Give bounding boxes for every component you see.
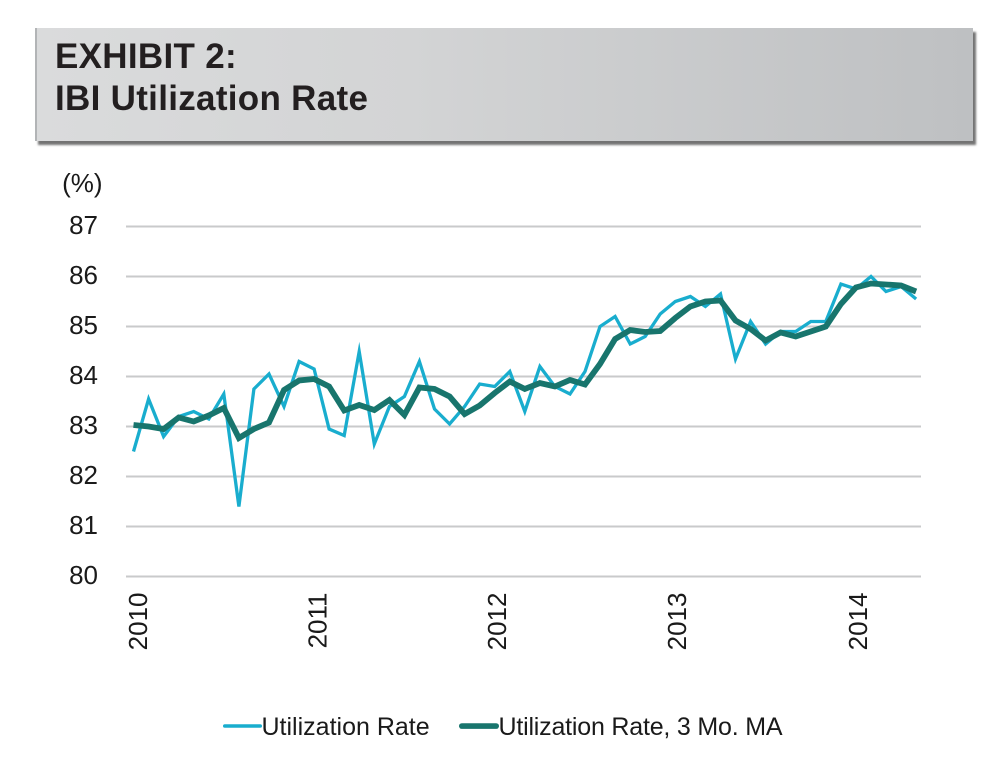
svg-text:2011: 2011 (303, 593, 333, 649)
svg-text:2010: 2010 (123, 593, 153, 651)
svg-text:Utilization Rate: Utilization Rate (262, 713, 430, 741)
svg-text:82: 82 (69, 460, 98, 490)
svg-text:(%): (%) (62, 168, 102, 198)
svg-text:81: 81 (69, 510, 98, 540)
svg-text:Utilization Rate, 3 Mo. MA: Utilization Rate, 3 Mo. MA (499, 713, 783, 741)
svg-text:83: 83 (69, 410, 98, 440)
svg-text:84: 84 (69, 360, 98, 390)
svg-text:87: 87 (69, 210, 98, 240)
svg-text:85: 85 (69, 310, 98, 340)
svg-text:2013: 2013 (662, 593, 692, 651)
svg-text:80: 80 (69, 560, 98, 590)
svg-text:2012: 2012 (482, 593, 512, 651)
svg-text:86: 86 (69, 260, 98, 290)
svg-text:2014: 2014 (843, 593, 873, 651)
